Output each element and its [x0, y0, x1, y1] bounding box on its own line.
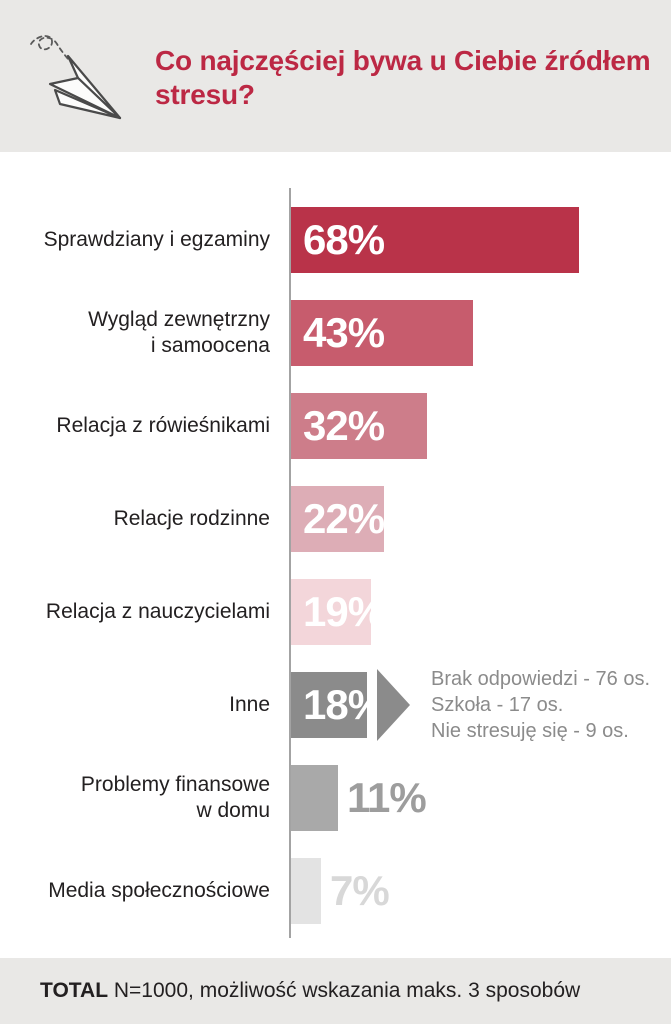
bar-label: Relacja z nauczycielami: [45, 600, 270, 623]
annotation-text: Brak odpowiedzi - 76 os. Szkoła - 17 os. N…: [431, 666, 671, 744]
footer-band: TOTAL N=1000, możliwość wskazania maks. …: [0, 958, 671, 1024]
bar-label: Relacje rodzinne: [113, 507, 270, 530]
bar-label: Inne: [229, 693, 270, 716]
bar: [291, 765, 338, 831]
annotation-line: Brak odpowiedzi - 76 os.: [431, 668, 651, 690]
bar-label: Relacja z rówieśnikami: [56, 414, 270, 437]
header-band: Co najczęściej bywa u Ciebie źródłem str…: [0, 0, 671, 152]
annotation-arrow-icon: [377, 669, 410, 741]
bar: 18%: [291, 672, 385, 738]
bar-value: 68%: [303, 216, 385, 263]
bar-value: 11%: [347, 774, 427, 821]
chart-axis-line: [289, 188, 291, 938]
bar-value: 43%: [303, 309, 385, 356]
bar: 22%: [291, 486, 385, 552]
bar-label: Media społecznościowe: [48, 879, 270, 902]
bar: 43%: [291, 300, 473, 366]
bar: 19%: [291, 579, 385, 645]
total-note-bold: TOTAL: [40, 979, 109, 1002]
bar: 32%: [291, 393, 427, 459]
annotation-line: Szkoła - 17 os.: [431, 694, 564, 716]
bar-value: 22%: [303, 495, 385, 542]
annotation-line: Nie stresuję się - 9 os.: [431, 720, 629, 742]
page-title: Co najczęściej bywa u Ciebie źródłem str…: [155, 45, 651, 110]
total-note: TOTAL N=1000, możliwość wskazania maks. …: [0, 979, 580, 1003]
bar-label: Sprawdziany i egzaminy: [43, 228, 270, 251]
bar: [291, 858, 321, 924]
paper-plane-icon: [30, 35, 122, 120]
total-note-text: N=1000, możliwość wskazania maks. 3 spos…: [108, 979, 581, 1002]
bar: 68%: [291, 207, 579, 273]
bar-label: Wygląd zewnętrzny i samoocena: [88, 308, 270, 357]
bar-label: Problemy finansowe w domu: [80, 773, 270, 822]
bar-value: 7%: [330, 867, 390, 914]
bar-value: 32%: [303, 402, 385, 449]
bar-value: 18%: [303, 681, 385, 728]
bar-value: 19%: [303, 588, 385, 635]
